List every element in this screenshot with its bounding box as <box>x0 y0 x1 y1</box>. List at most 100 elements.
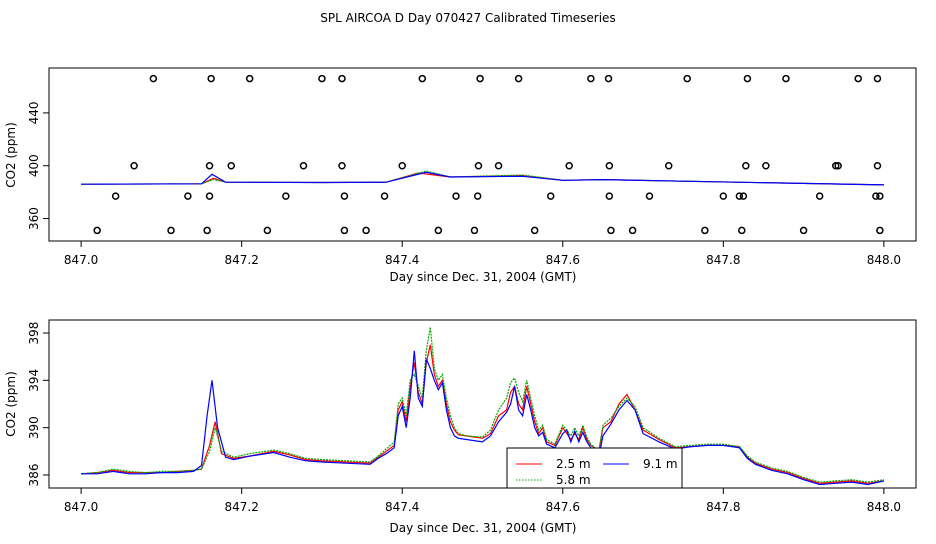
raw-data-point <box>587 74 595 83</box>
raw-data-point <box>628 226 637 235</box>
raw-data-point <box>111 192 120 200</box>
legend-label-2-5m: 2.5 m <box>556 457 591 471</box>
raw-data-point <box>605 161 614 170</box>
bottom-y-axis-label: CO2 (ppm) <box>4 371 18 437</box>
raw-data-point <box>205 192 214 200</box>
raw-data-point <box>872 192 880 200</box>
top-x-axis: 847.0 847.2 847.4 847.6 847.8 848.0 <box>64 241 901 267</box>
top-y-axis-label: CO2 (ppm) <box>4 122 18 188</box>
raw-data-point <box>130 161 138 170</box>
raw-data-point <box>743 74 752 83</box>
raw-data-point <box>494 161 503 170</box>
raw-data-point <box>739 192 748 200</box>
raw-data-point <box>645 192 654 200</box>
y-tick-label: 400 <box>27 154 41 177</box>
x-tick-label: 847.4 <box>385 500 419 514</box>
raw-data-point <box>762 161 770 170</box>
x-tick-label: 847.2 <box>224 500 258 514</box>
bottom-x-axis: 847.0 847.2 847.4 847.6 847.8 848.0 <box>64 488 901 514</box>
raw-data-point <box>854 74 862 83</box>
raw-data-point <box>742 161 750 170</box>
x-tick-label: 847.0 <box>64 500 98 514</box>
raw-data-point <box>282 192 290 200</box>
raw-data-point <box>434 226 443 235</box>
bottom-series-lines <box>81 327 885 486</box>
raw-data-point <box>876 192 884 200</box>
raw-data-point <box>470 226 479 235</box>
raw-data-point <box>873 161 882 170</box>
raw-data-point <box>338 74 346 83</box>
raw-data-point <box>338 161 346 170</box>
series-line-9-1-m <box>81 350 885 486</box>
bottom-panel: 847.0 847.2 847.4 847.6 847.8 848.0 386 390 394… <box>4 319 917 535</box>
top-y-axis: 360 400 440 <box>27 101 49 230</box>
raw-data-point <box>380 192 389 200</box>
raw-data-point <box>476 74 484 83</box>
top-plot-frame <box>48 67 917 242</box>
raw-data-point <box>876 226 884 235</box>
raw-data-point <box>605 192 614 200</box>
raw-data-point <box>318 74 326 83</box>
raw-data-point <box>719 192 728 200</box>
x-tick-label: 847.8 <box>706 500 740 514</box>
raw-data-point <box>873 74 882 83</box>
raw-data-point <box>834 161 842 170</box>
raw-data-point <box>203 226 211 235</box>
y-tick-label: 386 <box>27 464 41 487</box>
top-panel: 847.0 847.2 847.4 847.6 847.8 848.0 360 400 440… <box>4 67 917 284</box>
raw-data-point <box>474 161 483 170</box>
raw-data-point <box>227 161 235 170</box>
raw-data-point <box>607 226 615 235</box>
x-tick-label: 847.0 <box>64 253 98 267</box>
series-line-5-8-m <box>81 327 884 483</box>
y-tick-label: 390 <box>27 416 41 439</box>
raw-data-point <box>205 161 214 170</box>
raw-data-point <box>546 192 555 200</box>
top-series-lines <box>81 170 884 186</box>
raw-data-point <box>167 226 175 235</box>
raw-data-point <box>418 74 427 83</box>
raw-data-point <box>93 226 101 235</box>
raw-data-point <box>530 226 539 235</box>
legend-box <box>506 447 683 489</box>
raw-data-point <box>664 161 673 170</box>
x-tick-label: 847.8 <box>706 253 740 267</box>
raw-data-point <box>799 226 808 235</box>
raw-data-point <box>782 74 790 83</box>
raw-data-point <box>565 161 573 170</box>
raw-data-point <box>398 161 406 170</box>
raw-data-point <box>263 226 272 235</box>
raw-data-point <box>340 192 349 200</box>
x-tick-label: 847.4 <box>385 253 419 267</box>
series-line-9-1-m <box>81 171 884 186</box>
series-line-2-5-m <box>81 344 884 484</box>
figure-title: SPL AIRCOA D Day 070427 Calibrated Times… <box>320 11 615 25</box>
raw-data-point <box>473 192 482 200</box>
x-tick-label: 847.6 <box>546 500 580 514</box>
raw-data-point <box>452 192 460 200</box>
top-x-axis-label: Day since Dec. 31, 2004 (GMT) <box>390 270 577 284</box>
bottom-y-axis: 386 390 394 398 <box>27 322 49 487</box>
y-tick-label: 360 <box>27 207 41 230</box>
raw-data-point <box>149 74 158 83</box>
raw-data-point <box>299 161 308 170</box>
bottom-plot-frame <box>48 319 917 489</box>
raw-data-point <box>683 74 691 83</box>
y-tick-label: 440 <box>27 101 41 124</box>
legend: 2.5 m 9.1 m 5.8 m <box>506 447 683 489</box>
raw-data-point <box>207 74 215 83</box>
raw-data-point <box>738 226 746 235</box>
raw-data-point <box>362 226 370 235</box>
raw-data-point <box>735 192 744 200</box>
y-tick-label: 398 <box>27 322 41 345</box>
x-tick-label: 847.6 <box>546 253 580 267</box>
x-tick-label: 847.2 <box>224 253 258 267</box>
raw-data-point <box>184 192 192 200</box>
legend-label-5-8m: 5.8 m <box>556 473 591 487</box>
raw-data-point <box>604 74 613 83</box>
raw-data-point <box>514 74 523 83</box>
x-tick-label: 848.0 <box>867 253 901 267</box>
bottom-x-axis-label: Day since Dec. 31, 2004 (GMT) <box>390 521 577 535</box>
raw-data-point <box>815 192 824 200</box>
